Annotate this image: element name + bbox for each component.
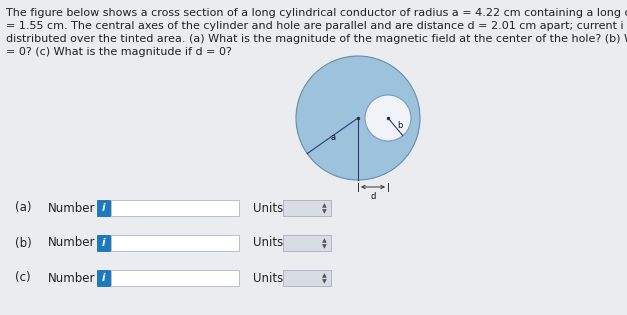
Text: ▼: ▼: [322, 244, 327, 249]
Text: Number: Number: [48, 202, 95, 215]
Text: (a): (a): [15, 202, 31, 215]
Bar: [111, 200, 239, 216]
Text: ▲: ▲: [322, 238, 327, 243]
Text: distributed over the tinted area. (a) What is the magnitude of the magnetic fiel: distributed over the tinted area. (a) Wh…: [6, 34, 627, 44]
Text: Number: Number: [48, 237, 95, 249]
Text: ▲: ▲: [322, 273, 327, 278]
Text: b: b: [397, 121, 403, 129]
Bar: [111, 235, 239, 251]
Text: = 1.55 cm. The central axes of the cylinder and hole are parallel and are distan: = 1.55 cm. The central axes of the cylin…: [6, 21, 627, 31]
Text: ▼: ▼: [322, 279, 327, 284]
Circle shape: [296, 56, 420, 180]
Text: = 0? (c) What is the magnitude if d = 0?: = 0? (c) What is the magnitude if d = 0?: [6, 47, 232, 57]
Text: i: i: [102, 203, 105, 213]
Bar: [283, 270, 331, 286]
Text: a: a: [330, 133, 335, 141]
Text: (c): (c): [15, 272, 31, 284]
Text: Units: Units: [253, 272, 283, 284]
Bar: [111, 270, 239, 286]
Text: The figure below shows a cross section of a long cylindrical conductor of radius: The figure below shows a cross section o…: [6, 8, 627, 18]
Bar: [97, 200, 110, 216]
Bar: [283, 200, 331, 216]
Text: d: d: [371, 192, 376, 201]
Text: ▼: ▼: [322, 209, 327, 214]
Bar: [97, 235, 110, 251]
Text: i: i: [102, 273, 105, 283]
Text: i: i: [102, 238, 105, 248]
Bar: [97, 270, 110, 286]
Text: Units: Units: [253, 202, 283, 215]
Text: (b): (b): [15, 237, 32, 249]
Circle shape: [365, 95, 411, 141]
Text: ▲: ▲: [322, 203, 327, 208]
Text: Units: Units: [253, 237, 283, 249]
Text: Number: Number: [48, 272, 95, 284]
Bar: [283, 235, 331, 251]
